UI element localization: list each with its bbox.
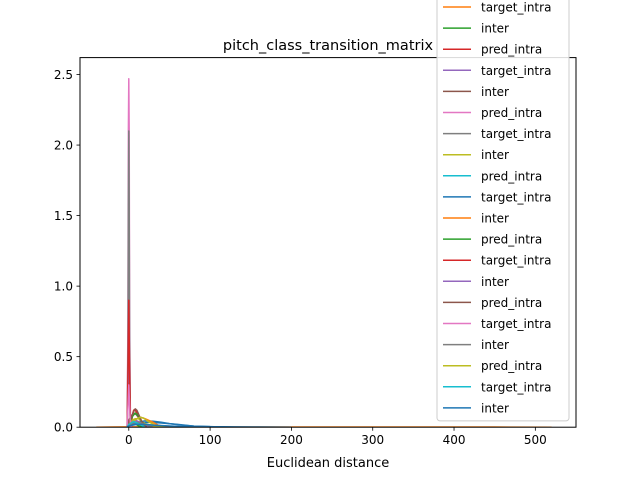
legend-label: pred_intra <box>481 43 542 57</box>
legend-label: pred_intra <box>481 106 542 120</box>
x-tick-label: 0 <box>125 433 133 447</box>
legend-label: pred_intra <box>481 359 542 373</box>
y-axis: 0.0 0.5 1.0 1.5 2.0 2.5 <box>54 68 80 435</box>
y-tick-label: 0.5 <box>54 350 73 364</box>
x-tick-label: 400 <box>443 433 466 447</box>
legend-label: inter <box>481 275 509 289</box>
legend-label: target_intra <box>481 254 551 268</box>
legend-label: inter <box>481 148 509 162</box>
x-tick-label: 200 <box>280 433 303 447</box>
legend-label: target_intra <box>481 1 551 15</box>
legend-label: target_intra <box>481 64 551 78</box>
plot-frame <box>79 57 577 428</box>
legend-box <box>436 0 570 422</box>
legend-label: target_intra <box>481 127 551 141</box>
y-tick-label: 0.0 <box>54 421 73 435</box>
legend-label: target_intra <box>481 380 551 394</box>
y-tick-label: 1.0 <box>54 280 73 294</box>
legend-label: inter <box>481 22 509 36</box>
x-axis-label: Euclidean distance <box>267 456 390 471</box>
legend-label: pred_intra <box>481 169 542 183</box>
legend: pred_intratarget_intrainterpred_intratar… <box>436 0 570 422</box>
y-tick-label: 2.5 <box>54 68 73 82</box>
x-tick-label: 100 <box>199 433 222 447</box>
legend-label: pred_intra <box>481 296 542 310</box>
x-tick-label: 300 <box>361 433 384 447</box>
y-tick-label: 2.0 <box>54 139 73 153</box>
chart-title: pitch_class_transition_matrix <box>223 38 434 54</box>
legend-label: inter <box>481 338 509 352</box>
legend-label: target_intra <box>481 317 551 331</box>
legend-label: target_intra <box>481 190 551 204</box>
legend-label: pred_intra <box>481 233 542 247</box>
legend-label: inter <box>481 401 509 415</box>
legend-label: inter <box>481 85 509 99</box>
x-axis: 0 100 200 300 400 500 <box>125 427 547 447</box>
legend-label: inter <box>481 212 509 226</box>
x-tick-label: 500 <box>524 433 547 447</box>
y-tick-label: 1.5 <box>54 209 73 223</box>
